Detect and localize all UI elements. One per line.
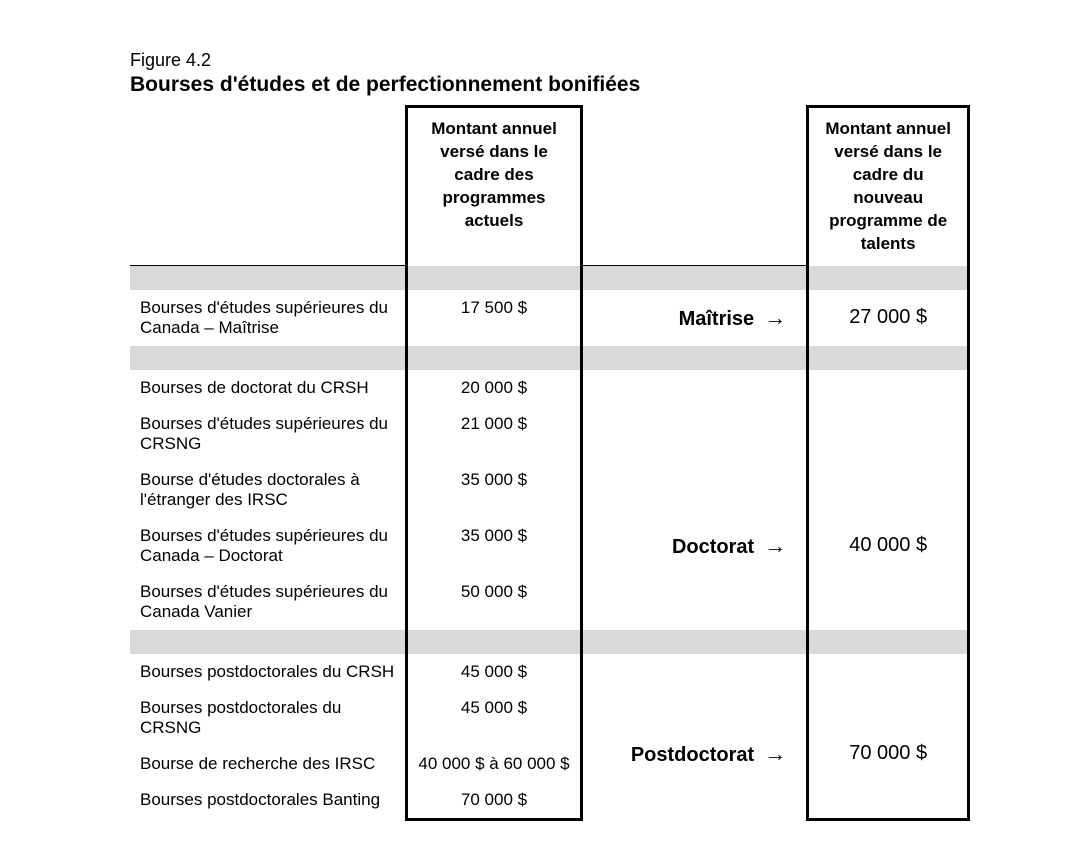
category-text: Postdoctorat	[631, 744, 754, 766]
empty-boxed-cell	[808, 654, 969, 690]
table-row: Bourse d'études doctorales à l'étranger …	[130, 462, 969, 518]
program-name: Bourses postdoctorales Banting	[130, 782, 406, 820]
arrow-right-icon: →	[754, 533, 786, 558]
spacer-row	[130, 630, 969, 654]
empty-cell	[582, 654, 808, 690]
table-header-row: Montant annuel versé dans le cadre des p…	[130, 107, 969, 266]
table-row: Bourses de doctorat du CRSH20 000 $	[130, 370, 969, 406]
current-amount: 35 000 $	[406, 462, 582, 518]
category-text: Doctorat	[672, 536, 754, 558]
table-row: Bourses postdoctorales du CRSNG45 000 $P…	[130, 690, 969, 746]
header-new-amount: Montant annuel versé dans le cadre du no…	[808, 107, 969, 266]
current-amount: 17 500 $	[406, 290, 582, 346]
new-amount: 40 000 $	[808, 462, 969, 630]
current-amount: 20 000 $	[406, 370, 582, 406]
header-current-amount: Montant annuel versé dans le cadre des p…	[406, 107, 582, 266]
program-name: Bourses d'études supérieures du Canada V…	[130, 574, 406, 630]
category-label: Postdoctorat →	[582, 690, 808, 820]
header-blank-1	[130, 107, 406, 266]
category-text: Maîtrise	[679, 308, 755, 330]
current-amount: 21 000 $	[406, 406, 582, 462]
table-row: Bourses d'études supérieures du CRSNG21 …	[130, 406, 969, 462]
empty-cell	[582, 370, 808, 406]
program-name: Bourse d'études doctorales à l'étranger …	[130, 462, 406, 518]
new-amount: 70 000 $	[808, 690, 969, 820]
category-label: Maîtrise →	[582, 290, 808, 346]
spacer-row	[130, 266, 969, 290]
current-amount: 45 000 $	[406, 690, 582, 746]
program-name: Bourses de doctorat du CRSH	[130, 370, 406, 406]
figure-title: Bourses d'études et de perfectionnement …	[130, 73, 970, 97]
program-name: Bourses postdoctorales du CRSH	[130, 654, 406, 690]
table-row: Bourses postdoctorales du CRSH45 000 $	[130, 654, 969, 690]
category-label: Doctorat →	[582, 462, 808, 630]
current-amount: 35 000 $	[406, 518, 582, 574]
program-name: Bourses d'études supérieures du Canada –…	[130, 290, 406, 346]
empty-cell	[582, 406, 808, 462]
header-blank-2	[582, 107, 808, 266]
current-amount: 45 000 $	[406, 654, 582, 690]
table-row: Bourses d'études supérieures du Canada –…	[130, 290, 969, 346]
program-name: Bourses d'études supérieures du CRSNG	[130, 406, 406, 462]
current-amount: 70 000 $	[406, 782, 582, 820]
spacer-row	[130, 346, 969, 370]
empty-boxed-cell	[808, 370, 969, 406]
figure-number: Figure 4.2	[130, 50, 970, 71]
scholarship-table: Montant annuel versé dans le cadre des p…	[130, 105, 970, 821]
current-amount: 40 000 $ à 60 000 $	[406, 746, 582, 782]
arrow-right-icon: →	[754, 741, 786, 766]
program-name: Bourses postdoctorales du CRSNG	[130, 690, 406, 746]
empty-boxed-cell	[808, 406, 969, 462]
new-amount: 27 000 $	[808, 290, 969, 346]
current-amount: 50 000 $	[406, 574, 582, 630]
program-name: Bourses d'études supérieures du Canada –…	[130, 518, 406, 574]
program-name: Bourse de recherche des IRSC	[130, 746, 406, 782]
arrow-right-icon: →	[754, 305, 786, 330]
